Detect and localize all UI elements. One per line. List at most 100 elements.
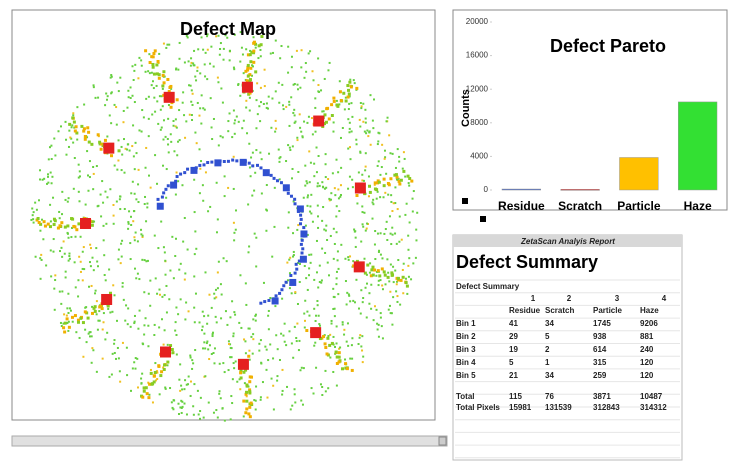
defect-dot bbox=[387, 194, 389, 196]
defect-dot bbox=[181, 184, 183, 186]
streak-dot bbox=[345, 99, 348, 102]
defect-dot bbox=[219, 48, 221, 50]
defect-dot bbox=[167, 143, 169, 145]
defect-dot bbox=[328, 198, 330, 200]
defect-dot bbox=[274, 305, 276, 307]
blue-defect bbox=[198, 164, 201, 167]
defect-dot bbox=[304, 300, 306, 302]
defect-dot bbox=[317, 286, 319, 288]
defect-dot bbox=[363, 180, 365, 182]
defect-dot bbox=[221, 294, 223, 296]
defect-dot bbox=[119, 77, 121, 79]
defect-dot bbox=[217, 287, 219, 289]
defect-dot bbox=[177, 180, 179, 182]
column-name: Residue bbox=[509, 306, 541, 315]
streak-dot bbox=[244, 411, 247, 414]
defect-dot bbox=[389, 291, 391, 293]
scroll-button[interactable] bbox=[439, 437, 446, 445]
defect-dot bbox=[238, 322, 240, 324]
defect-dot bbox=[194, 230, 196, 232]
defect-dot bbox=[279, 57, 281, 59]
defect-dot bbox=[214, 297, 216, 299]
defect-dot bbox=[327, 262, 329, 264]
defect-dot bbox=[313, 175, 315, 177]
defect-dot bbox=[304, 326, 306, 328]
blue-defect bbox=[301, 251, 304, 254]
blue-defect bbox=[297, 210, 300, 213]
defect-dot bbox=[195, 293, 197, 295]
defect-dot bbox=[252, 338, 254, 340]
defect-dot bbox=[255, 127, 257, 129]
defect-dot bbox=[105, 223, 107, 225]
defect-dot bbox=[385, 283, 387, 285]
cell: 19 bbox=[509, 345, 518, 354]
streak-dot bbox=[240, 376, 243, 379]
defect-dot bbox=[199, 148, 201, 150]
defect-dot bbox=[384, 192, 386, 194]
blue-defect bbox=[219, 160, 222, 163]
defect-dot bbox=[317, 182, 319, 184]
defect-dot bbox=[162, 139, 164, 141]
streak-dot bbox=[347, 89, 350, 92]
defect-dot bbox=[192, 104, 194, 106]
defect-dot bbox=[146, 203, 148, 205]
defect-dot bbox=[288, 104, 290, 106]
defect-dot bbox=[245, 352, 247, 354]
streak-dot bbox=[369, 191, 372, 194]
defect-dot bbox=[207, 315, 209, 317]
defect-dot bbox=[315, 131, 317, 133]
defect-dot bbox=[379, 279, 381, 281]
defect-dot bbox=[321, 386, 323, 388]
defect-dot bbox=[245, 48, 247, 50]
defect-dot bbox=[199, 192, 201, 194]
defect-dot bbox=[60, 125, 62, 127]
defect-dot bbox=[254, 233, 256, 235]
defect-dot bbox=[245, 107, 247, 109]
defect-dot bbox=[233, 222, 235, 224]
defect-dot bbox=[259, 49, 261, 51]
defect-dot bbox=[294, 114, 296, 116]
defect-dot bbox=[404, 158, 406, 160]
scrollbar[interactable] bbox=[12, 436, 447, 446]
defect-dot bbox=[339, 196, 341, 198]
defect-dot bbox=[69, 307, 71, 309]
defect-dot bbox=[190, 357, 192, 359]
defect-dot bbox=[145, 260, 147, 262]
cell: 315 bbox=[593, 358, 607, 367]
defect-dot bbox=[215, 316, 217, 318]
defect-dot bbox=[287, 46, 289, 48]
defect-dot bbox=[377, 165, 379, 167]
defect-dot bbox=[159, 95, 161, 97]
defect-dot bbox=[207, 348, 209, 350]
defect-dot bbox=[248, 245, 250, 247]
defect-dot bbox=[349, 300, 351, 302]
defect-dot bbox=[68, 146, 70, 148]
defect-dot bbox=[228, 369, 230, 371]
defect-dot bbox=[359, 151, 361, 153]
x-tick-label: Scratch bbox=[558, 199, 602, 213]
defect-dot bbox=[297, 84, 299, 86]
defect-dot bbox=[120, 262, 122, 264]
streak-dot bbox=[305, 329, 308, 332]
defect-dot bbox=[197, 66, 199, 68]
defect-dot bbox=[373, 319, 375, 321]
defect-dot bbox=[293, 109, 295, 111]
defect-dot bbox=[280, 45, 282, 47]
blue-defect bbox=[210, 161, 213, 164]
defect-dot bbox=[365, 166, 367, 168]
defect-dot bbox=[133, 155, 135, 157]
defect-dot bbox=[167, 118, 169, 120]
defect-dot bbox=[67, 293, 69, 295]
defect-dot bbox=[362, 121, 364, 123]
defect-dot bbox=[208, 358, 210, 360]
column-number: 4 bbox=[662, 294, 667, 303]
defect-dot bbox=[134, 193, 136, 195]
blue-defect bbox=[206, 161, 209, 164]
defect-dot bbox=[358, 343, 360, 345]
defect-dot bbox=[227, 120, 229, 122]
defect-dot bbox=[258, 343, 260, 345]
defect-dot bbox=[193, 383, 195, 385]
defect-dot bbox=[224, 420, 226, 422]
defect-dot bbox=[278, 157, 280, 159]
defect-dot bbox=[213, 293, 215, 295]
